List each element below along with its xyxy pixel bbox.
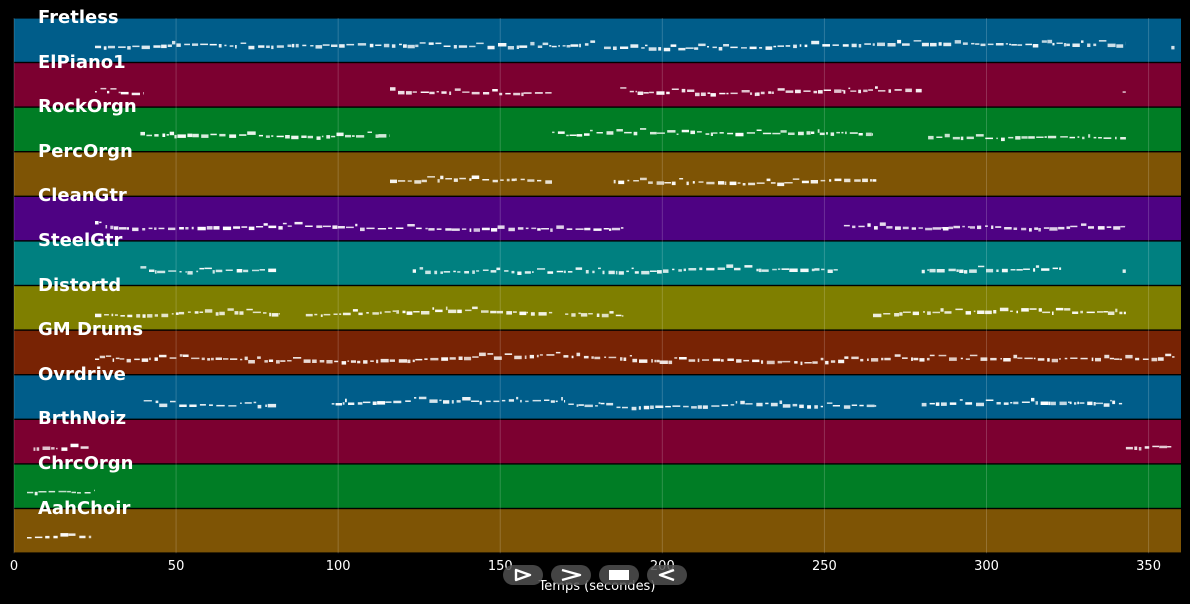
play-icon	[514, 568, 532, 582]
track-band-0	[14, 18, 1181, 62]
track-label-1: ElPiano1	[38, 51, 126, 73]
track-band-8	[14, 375, 1181, 419]
track-label-6: Distortd	[38, 274, 122, 296]
track-label-7: GM Drums	[38, 319, 144, 341]
track-label-8: Ovrdrive	[38, 363, 126, 385]
stop-icon	[609, 570, 629, 580]
x-tick-label-5: 250	[811, 559, 837, 574]
track-label-3: PercOrgn	[38, 140, 133, 162]
track-notes-8	[143, 396, 1123, 411]
track-notes-2	[140, 128, 1126, 142]
x-tick-label-6: 300	[974, 559, 999, 574]
x-tick-label-7: 350	[1136, 559, 1161, 574]
track-band-6	[14, 286, 1181, 330]
track-band-11	[14, 509, 1181, 553]
x-tick-label-2: 100	[325, 559, 351, 574]
track-label-5: SteelGtr	[38, 230, 123, 251]
track-notes-5	[140, 264, 1126, 275]
track-notes-4	[95, 221, 1126, 232]
track-band-3	[14, 152, 1181, 196]
track-notes-9	[33, 443, 1172, 451]
play-button[interactable]	[503, 565, 543, 585]
track-band-5	[14, 241, 1181, 285]
track-band-4	[14, 197, 1181, 241]
x-tick-label-1: 50	[167, 559, 185, 574]
track-notes-1	[95, 86, 1126, 97]
track-notes-10	[27, 489, 95, 496]
rewind-button[interactable]	[647, 565, 687, 585]
stop-button[interactable]	[599, 565, 639, 585]
track-band-1	[14, 63, 1181, 107]
playback-controls	[503, 565, 687, 585]
fast-forward-button[interactable]	[551, 565, 591, 585]
track-notes-3	[390, 175, 877, 187]
track-notes-6	[95, 306, 1126, 318]
track-band-9	[14, 420, 1181, 464]
track-band-7	[14, 330, 1181, 374]
fast-forward-icon	[561, 568, 582, 582]
track-label-10: ChrcOrgn	[38, 453, 134, 474]
track-notes-11	[27, 533, 92, 539]
track-label-4: CleanGtr	[38, 185, 127, 207]
track-notes-0	[95, 39, 1175, 52]
track-label-11: AahChoir	[38, 497, 131, 519]
track-label-9: BrthNoiz	[38, 408, 127, 430]
track-band-2	[14, 107, 1181, 151]
x-tick-label-0: 0	[9, 559, 19, 574]
track-band-10	[14, 464, 1181, 508]
rewind-icon	[658, 568, 675, 582]
track-notes-7	[95, 351, 1175, 366]
track-label-2: RockOrgn	[38, 96, 137, 118]
track-label-0: Fretless	[38, 7, 119, 28]
